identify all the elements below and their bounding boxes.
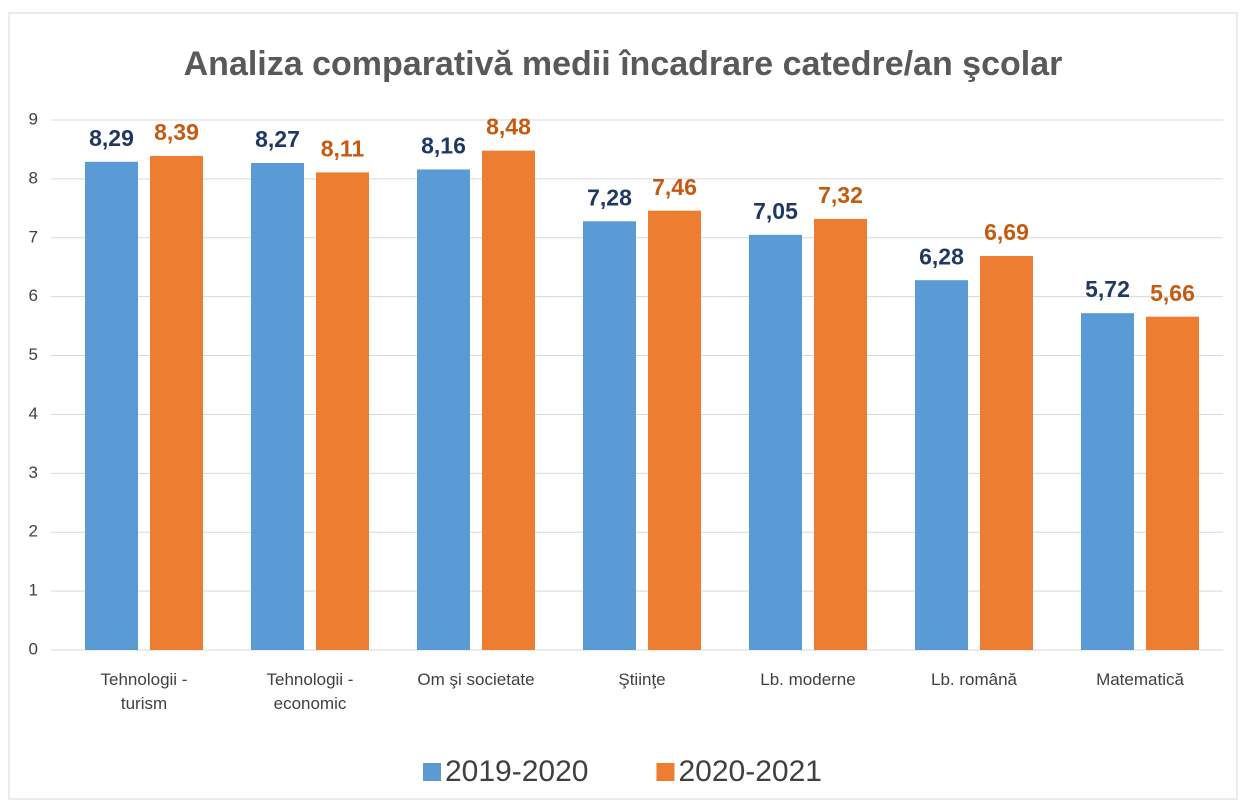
value-label: 7,28 <box>587 184 632 210</box>
bar <box>1146 316 1199 650</box>
x-tick-label: Matematică <box>1096 670 1184 689</box>
value-label: 8,39 <box>154 119 199 145</box>
bar <box>417 169 470 650</box>
x-tick-label: Lb. moderne <box>760 670 856 689</box>
bar <box>150 155 203 650</box>
value-label: 6,28 <box>919 243 964 269</box>
legend-swatch <box>656 763 675 781</box>
x-tick-label: Ştiinţe <box>618 670 666 689</box>
y-tick-label: 9 <box>29 109 38 128</box>
value-label: 6,69 <box>984 219 1029 245</box>
value-label: 5,72 <box>1085 276 1130 302</box>
y-tick-label: 1 <box>29 581 38 600</box>
bar <box>251 162 304 650</box>
y-tick-label: 0 <box>29 639 38 658</box>
bar <box>814 218 867 650</box>
value-label: 8,27 <box>255 126 300 152</box>
x-tick-label: Lb. română <box>931 670 1017 689</box>
y-tick-label: 6 <box>29 286 38 305</box>
chart-title: Analiza comparativă medii încadrare cate… <box>184 45 1063 83</box>
y-tick-label: 7 <box>29 227 38 246</box>
bar <box>1081 313 1134 650</box>
value-label: 7,05 <box>753 198 798 224</box>
value-label: 5,66 <box>1150 280 1195 306</box>
legend-label: 2019-2020 <box>445 755 588 788</box>
bar <box>85 161 138 651</box>
legend-label: 2020-2021 <box>678 755 821 788</box>
value-label: 8,16 <box>421 133 466 159</box>
value-label: 7,32 <box>818 182 863 208</box>
bar <box>980 256 1033 650</box>
bar <box>648 210 701 650</box>
bar <box>583 221 636 651</box>
y-tick-label: 3 <box>29 463 38 482</box>
value-label: 8,11 <box>321 135 365 161</box>
bar <box>915 280 968 650</box>
y-tick-label: 2 <box>29 522 38 541</box>
bar <box>316 172 369 650</box>
y-tick-label: 8 <box>29 168 38 187</box>
x-tick-label: Om şi societate <box>417 670 535 689</box>
bar <box>482 150 535 650</box>
y-tick-label: 4 <box>29 404 38 423</box>
value-label: 8,29 <box>89 125 134 151</box>
legend-swatch <box>423 763 441 781</box>
x-tick-label: Tehnologii - economic <box>266 670 354 713</box>
x-tick-label: Tehnologii - turism <box>100 670 188 713</box>
value-label: 7,46 <box>652 174 697 200</box>
y-tick-label: 5 <box>29 345 38 364</box>
bar <box>749 234 802 651</box>
value-label: 8,48 <box>486 114 531 140</box>
